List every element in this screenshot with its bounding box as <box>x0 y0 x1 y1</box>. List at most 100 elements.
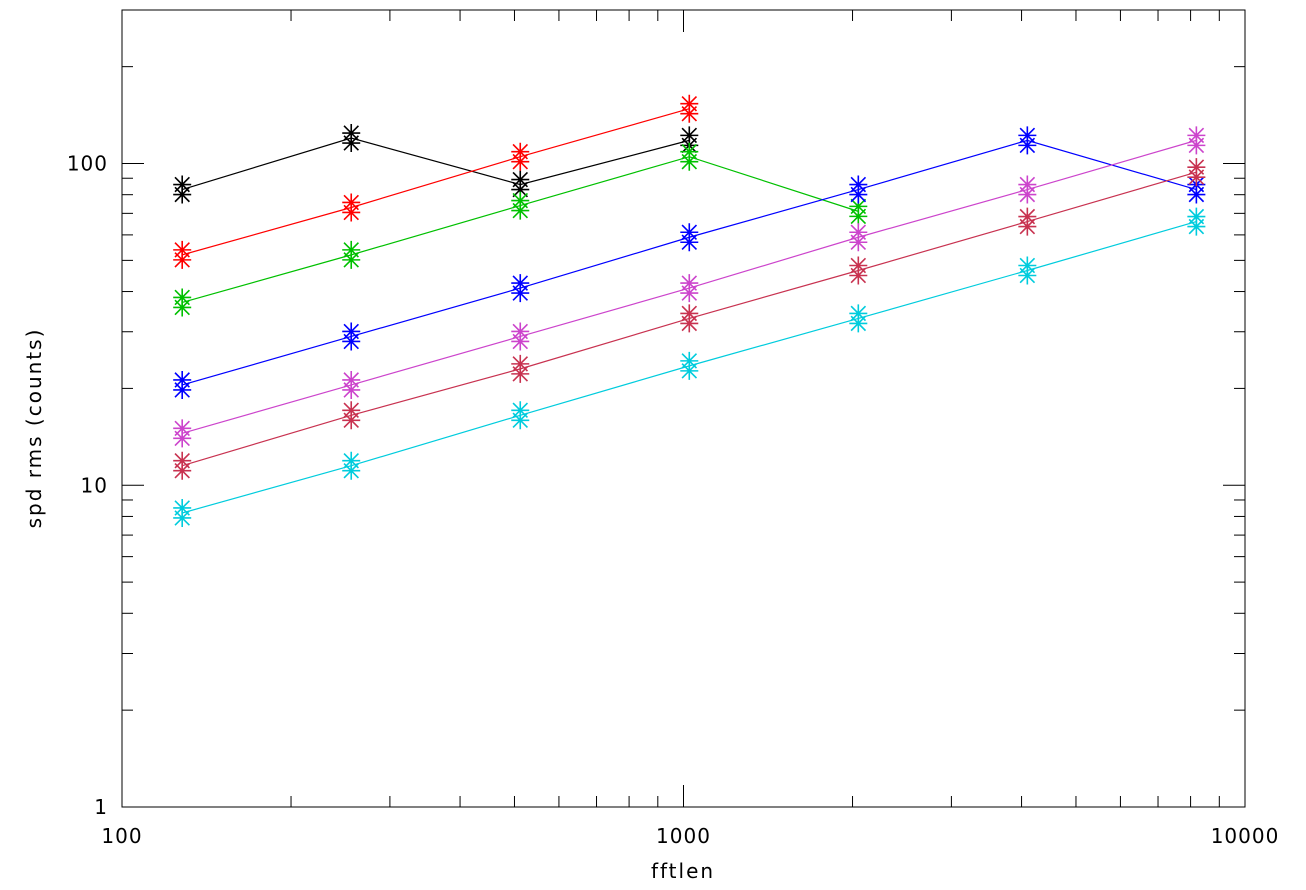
data-point <box>173 429 192 448</box>
data-point <box>680 126 699 145</box>
data-point <box>1018 126 1037 145</box>
data-point <box>680 233 699 252</box>
data-point <box>849 304 868 323</box>
data-point <box>342 203 361 222</box>
y-tick-label: 100 <box>67 152 108 176</box>
data-point <box>680 314 699 333</box>
data-point <box>342 401 361 420</box>
series-1 <box>173 124 699 204</box>
data-point <box>511 142 530 161</box>
series-4 <box>173 126 1206 399</box>
data-point <box>1187 185 1206 204</box>
data-point <box>511 284 530 303</box>
data-point <box>173 288 192 307</box>
data-point <box>849 175 868 194</box>
data-point <box>849 207 868 226</box>
data-point <box>680 104 699 123</box>
data-point <box>342 322 361 341</box>
data-point <box>511 364 530 383</box>
data-point <box>680 274 699 293</box>
data-point <box>511 401 530 420</box>
data-point <box>173 508 192 527</box>
data-point <box>849 256 868 275</box>
series-group <box>173 94 1206 527</box>
data-point <box>849 233 868 252</box>
data-point <box>1018 185 1037 204</box>
data-point <box>173 419 192 438</box>
x-tick-label: 1000 <box>656 824 711 848</box>
data-point <box>511 411 530 430</box>
data-point <box>849 223 868 242</box>
data-point <box>511 201 530 220</box>
data-point <box>342 411 361 430</box>
data-point <box>173 370 192 389</box>
series-line <box>182 137 690 191</box>
data-point <box>1187 217 1206 236</box>
data-point <box>1187 207 1206 226</box>
data-point <box>342 134 361 153</box>
x-axis-title: fftlen <box>651 859 715 883</box>
data-point <box>511 274 530 293</box>
data-point <box>1187 126 1206 145</box>
x-tick-label: 10000 <box>1211 824 1280 848</box>
data-point <box>511 322 530 341</box>
tick-labels: 100 1000 10000 1 10 100 <box>67 152 1280 848</box>
data-point <box>680 361 699 380</box>
series-7 <box>173 207 1206 527</box>
data-point <box>680 152 699 171</box>
series-6 <box>173 158 1206 480</box>
data-point <box>1018 136 1037 155</box>
data-point <box>1187 158 1206 177</box>
data-point <box>1018 175 1037 194</box>
data-point <box>342 240 361 259</box>
data-point <box>173 250 192 269</box>
series-2 <box>173 94 699 269</box>
data-point <box>680 94 699 113</box>
data-point <box>173 185 192 204</box>
data-point <box>511 152 530 171</box>
data-point <box>849 185 868 204</box>
data-point <box>173 461 192 480</box>
data-point <box>849 197 868 216</box>
data-point <box>173 498 192 517</box>
data-point <box>680 223 699 242</box>
data-point <box>1187 136 1206 155</box>
series-line <box>182 139 1197 386</box>
data-point <box>1018 266 1037 285</box>
series-5 <box>173 126 1206 448</box>
data-point <box>511 354 530 373</box>
data-point <box>680 142 699 161</box>
data-point <box>1187 168 1206 187</box>
data-point <box>342 451 361 470</box>
data-point <box>173 451 192 470</box>
data-point <box>173 298 192 317</box>
data-point <box>173 175 192 194</box>
data-point <box>342 461 361 480</box>
data-point <box>342 370 361 389</box>
data-point <box>511 332 530 351</box>
data-point <box>173 380 192 399</box>
data-point <box>680 284 699 303</box>
data-point <box>680 304 699 323</box>
data-point <box>511 180 530 199</box>
series-3 <box>173 142 868 317</box>
data-point <box>849 314 868 333</box>
data-point <box>1018 256 1037 275</box>
data-point <box>1018 207 1037 226</box>
x-tick-label: 100 <box>101 824 142 848</box>
y-tick-label: 1 <box>94 795 108 819</box>
y-tick-label: 10 <box>81 473 108 497</box>
axes <box>121 9 1246 808</box>
data-point <box>173 240 192 259</box>
data-point <box>342 193 361 212</box>
data-point <box>342 380 361 399</box>
data-point <box>511 170 530 189</box>
data-point <box>511 191 530 210</box>
data-point <box>680 351 699 370</box>
series-line <box>182 108 690 256</box>
y-axis-title: spd rms (counts) <box>22 328 46 529</box>
data-point <box>1018 217 1037 236</box>
data-point <box>342 250 361 269</box>
data-point <box>342 124 361 143</box>
